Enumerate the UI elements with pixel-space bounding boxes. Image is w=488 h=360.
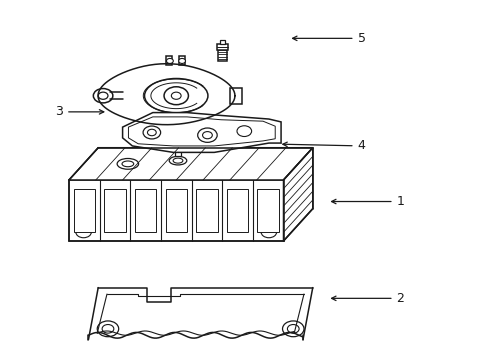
Ellipse shape	[202, 132, 212, 139]
Ellipse shape	[287, 324, 299, 333]
Bar	[104, 189, 125, 232]
Bar	[216, 44, 228, 50]
Bar	[196, 189, 217, 232]
Ellipse shape	[169, 156, 186, 165]
Ellipse shape	[147, 129, 156, 136]
Bar	[73, 189, 95, 232]
Text: 2: 2	[331, 292, 404, 305]
Ellipse shape	[282, 321, 304, 337]
Bar	[135, 189, 156, 232]
Ellipse shape	[117, 158, 138, 169]
Bar	[217, 50, 227, 61]
Bar	[220, 40, 224, 44]
Polygon shape	[128, 117, 275, 146]
Polygon shape	[69, 148, 312, 180]
Ellipse shape	[144, 78, 207, 113]
Ellipse shape	[146, 123, 158, 130]
Ellipse shape	[143, 126, 160, 139]
Bar	[165, 189, 186, 232]
Ellipse shape	[102, 324, 114, 333]
Ellipse shape	[76, 226, 91, 238]
Ellipse shape	[237, 126, 251, 136]
Bar	[186, 123, 194, 129]
Ellipse shape	[98, 92, 108, 99]
Text: 5: 5	[292, 32, 365, 45]
Text: 3: 3	[55, 105, 103, 118]
Ellipse shape	[97, 321, 119, 337]
Bar	[166, 56, 172, 65]
Text: 4: 4	[282, 139, 365, 152]
Bar	[174, 148, 181, 156]
Ellipse shape	[93, 89, 113, 103]
Ellipse shape	[163, 87, 188, 105]
Polygon shape	[283, 148, 312, 241]
Ellipse shape	[166, 58, 173, 63]
Bar	[178, 56, 184, 65]
Ellipse shape	[178, 58, 185, 63]
Bar	[226, 189, 248, 232]
Bar	[148, 126, 156, 133]
Polygon shape	[122, 113, 281, 152]
Ellipse shape	[197, 128, 217, 142]
Ellipse shape	[171, 92, 181, 99]
Bar	[257, 189, 278, 232]
Text: 1: 1	[331, 195, 404, 208]
Polygon shape	[69, 180, 283, 241]
Ellipse shape	[122, 161, 133, 167]
Ellipse shape	[261, 226, 276, 238]
Bar	[229, 88, 242, 104]
Ellipse shape	[173, 158, 183, 163]
Ellipse shape	[184, 119, 196, 126]
